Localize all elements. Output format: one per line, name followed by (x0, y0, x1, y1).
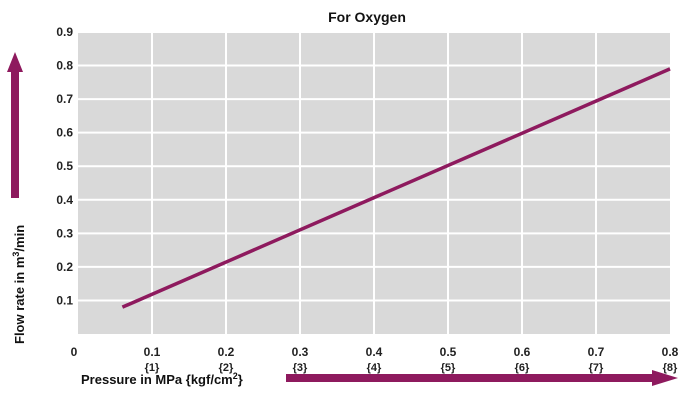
x-tick-label: 0.1 (144, 345, 161, 359)
x-tick-label-secondary: {1} (145, 362, 160, 374)
grid (78, 31, 670, 334)
x-tick-label: 0.7 (588, 345, 605, 359)
series-layer (121, 67, 671, 309)
y-axis-arrow-shaft (11, 70, 19, 198)
x-tick-label-secondary: {8} (663, 362, 678, 374)
y-tick-label: 0.5 (56, 159, 73, 173)
y-tick-label: 0.8 (56, 59, 73, 73)
chart-title: For Oxygen (328, 9, 406, 25)
x-axis-arrow (652, 370, 678, 386)
x-axis-label: Pressure in MPa {kgf/cm2} (81, 371, 243, 387)
x-axis-label-main: Pressure in MPa {kgf/cm (81, 372, 233, 387)
y-tick-label: 0.9 (56, 25, 73, 39)
x-tick-label-secondary: {2} (219, 362, 234, 374)
x-axis-label-end: } (238, 372, 243, 387)
y-tick-label: 0.6 (56, 126, 73, 140)
y-axis-arrow (7, 52, 23, 72)
x-tick-label-secondary: {6} (515, 362, 530, 374)
y-axis-label-sup: 3 (11, 252, 21, 257)
x-tick-label: 0.5 (440, 345, 457, 359)
x-tick-label: 0.3 (292, 345, 309, 359)
x-tick-label: 0.2 (218, 345, 235, 359)
y-tick-label: 0.7 (56, 92, 73, 106)
x-tick-label: 0 (71, 345, 78, 359)
y-tick-labels: 0.1 0.2 0.3 0.4 0.5 0.6 0.7 0.8 0.9 (56, 25, 73, 307)
y-axis-label: Flow rate in m3/min (11, 225, 27, 344)
y-axis-label-end: /min (12, 225, 27, 252)
x-axis-label-sup: 2 (233, 371, 238, 381)
x-tick-label-secondary: {4} (367, 362, 382, 374)
y-tick-label: 0.1 (56, 293, 73, 307)
x-tick-label: 0.4 (366, 345, 383, 359)
y-tick-label: 0.4 (56, 193, 73, 207)
x-axis-arrow-shaft (286, 374, 654, 382)
x-tick-label-secondary: {5} (441, 362, 456, 374)
series-line (121, 67, 671, 309)
x-tick-label-secondary: {3} (293, 362, 308, 374)
x-tick-labels: 0 0.1 {1} 0.2 {2} 0.3 {3} 0.4 {4} 0.5 {5} 0.6 {6} 0.7… (71, 345, 679, 374)
y-tick-label: 0.2 (56, 260, 73, 274)
x-tick-label: 0.6 (514, 345, 531, 359)
x-tick-label-secondary: {7} (589, 362, 604, 374)
y-axis-label-main: Flow rate in m (12, 257, 27, 344)
x-tick-label: 0.8 (662, 345, 679, 359)
y-tick-label: 0.3 (56, 226, 73, 240)
